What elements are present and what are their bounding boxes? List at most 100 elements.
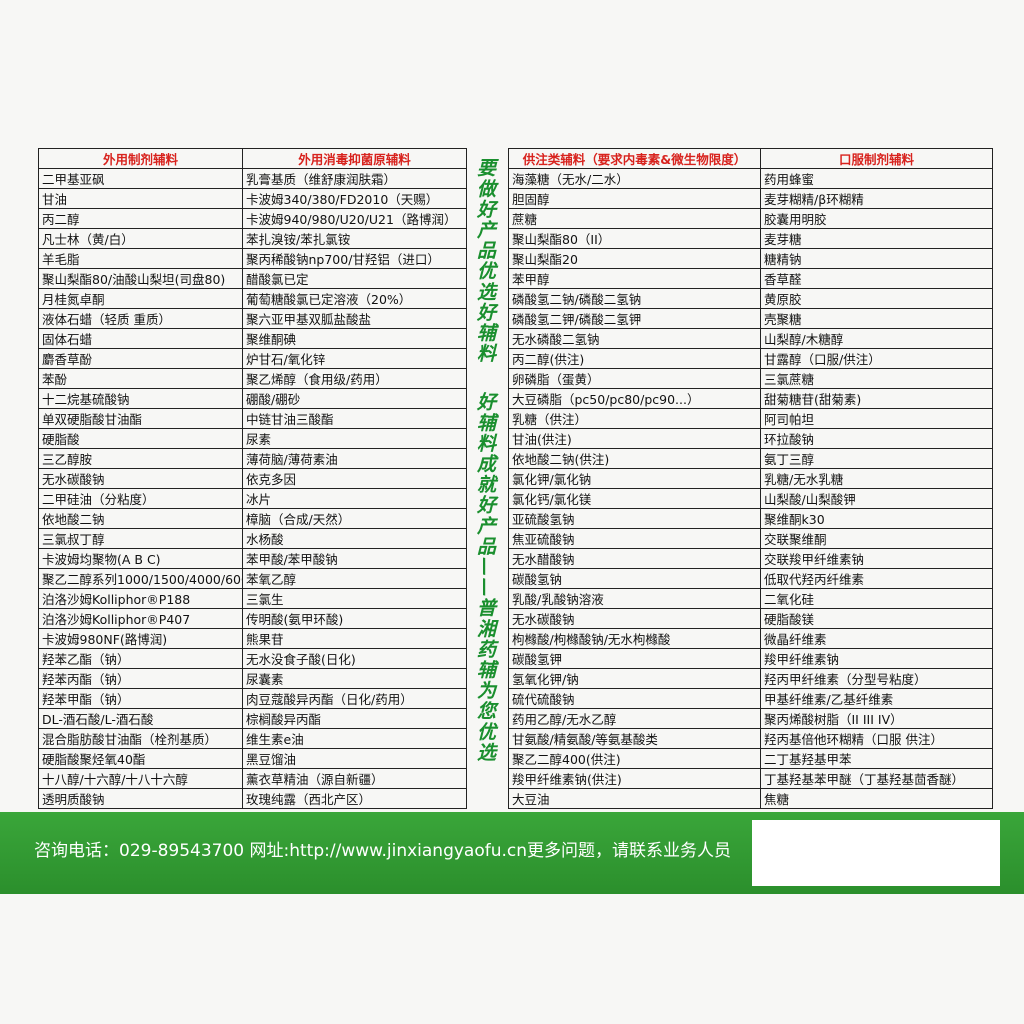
header-row: 供注类辅料（要求内毒素&微生物限度） 口服制剂辅料	[508, 148, 993, 169]
cell: 羟丙基倍他环糊精（口服 供注）	[760, 728, 993, 749]
cell: 无水碳酸钠	[508, 608, 761, 629]
cell: 氯化钾/氯化钠	[508, 468, 761, 489]
row: 硫代硫酸钠 甲基纤维素/乙基纤维素	[508, 688, 993, 709]
cell: 硬脂酸	[38, 428, 243, 449]
cell: 樟脑（合成/天然）	[242, 508, 467, 529]
cell: 聚山梨酯80（II）	[508, 228, 761, 249]
cell: 磷酸氢二钠/磷酸二氢钠	[508, 288, 761, 309]
row: 药用乙醇/无水乙醇 聚丙烯酸树脂（II III IV）	[508, 708, 993, 729]
cell: 依克多因	[242, 468, 467, 489]
cell: 焦糖	[760, 788, 993, 809]
cell: 醋酸氯已定	[242, 268, 467, 289]
cell: 二氧化硅	[760, 588, 993, 609]
blank-box	[752, 820, 1000, 886]
cell: 葡萄糖酸氯已定溶液（20%）	[242, 288, 467, 309]
row: 羊毛脂 聚丙稀酸钠np700/甘羟铝（进口）	[38, 248, 467, 269]
cell: 三乙醇胺	[38, 448, 243, 469]
cell: 卡波姆980NF(路博润)	[38, 628, 243, 649]
cell: 焦亚硫酸钠	[508, 528, 761, 549]
row: 泊洛沙姆Kolliphor®P188 三氯生	[38, 588, 467, 609]
cell: 苯扎溴铵/苯扎氯铵	[242, 228, 467, 249]
cell: 氢氧化钾/钠	[508, 668, 761, 689]
cell: 二甲硅油（分粘度）	[38, 488, 243, 509]
slogan: 好辅料成就好产品——普湘药辅为您优选	[474, 392, 496, 763]
cell: 黄原胶	[760, 288, 993, 309]
cell: 炉甘石/氧化锌	[242, 348, 467, 369]
cell: 十二烷基硫酸钠	[38, 388, 243, 409]
row: 乳糖（供注） 阿司帕坦	[508, 408, 993, 429]
cell: 中链甘油三酸酯	[242, 408, 467, 429]
cell: 玫瑰纯露（西北产区）	[242, 788, 467, 809]
cell: 肉豆蔻酸异丙酯（日化/药用）	[242, 688, 467, 709]
cell: 甘油(供注)	[508, 428, 761, 449]
cell: 卵磷脂（蛋黄）	[508, 368, 761, 389]
row: 二甲基亚砜 乳膏基质（维舒康润肤霜）	[38, 168, 467, 189]
cell: 氨丁三醇	[760, 448, 993, 469]
cell: 氯化钙/氯化镁	[508, 488, 761, 509]
cell: 甘油	[38, 188, 243, 209]
cell: 黑豆馏油	[242, 748, 467, 769]
cell: 依地酸二钠(供注)	[508, 448, 761, 469]
cell: 交联聚维酮	[760, 528, 993, 549]
cell: 薰衣草精油（源自新疆）	[242, 768, 467, 789]
header-cell: 口服制剂辅料	[760, 148, 993, 169]
cell: 羟苯甲酯（钠）	[38, 688, 243, 709]
row: 海藻糖（无水/二水） 药用蜂蜜	[508, 168, 993, 189]
row: 氯化钾/氯化钠 乳糖/无水乳糖	[508, 468, 993, 489]
cell: 泊洛沙姆Kolliphor®P188	[38, 588, 243, 609]
cell: 十八醇/十六醇/十八十六醇	[38, 768, 243, 789]
cell: 硬脂酸镁	[760, 608, 993, 629]
cell: 聚乙二醇400(供注)	[508, 748, 761, 769]
row: 氢氧化钾/钠 羟丙甲纤维素（分型号粘度）	[508, 668, 993, 689]
slogan: 要做好产品优选好辅料	[474, 158, 496, 364]
row: 丙二醇(供注) 甘露醇（口服/供注）	[508, 348, 993, 369]
cell: 无水碳酸钠	[38, 468, 243, 489]
cell: 聚六亚甲基双胍盐酸盐	[242, 308, 467, 329]
cell: 羧甲纤维素钠	[760, 648, 993, 669]
cell: 棕榈酸异丙酯	[242, 708, 467, 729]
row: 焦亚硫酸钠 交联聚维酮	[508, 528, 993, 549]
row: 蔗糖 胶囊用明胶	[508, 208, 993, 229]
cell: 羟苯乙酯（钠）	[38, 648, 243, 669]
cell: 羟丙甲纤维素（分型号粘度）	[760, 668, 993, 689]
cell: 碳酸氢钠	[508, 568, 761, 589]
cell: 薄荷脑/薄荷素油	[242, 448, 467, 469]
cell: 甘露醇（口服/供注）	[760, 348, 993, 369]
row: 无水醋酸钠 交联羧甲纤维素钠	[508, 548, 993, 569]
cell: 蔗糖	[508, 208, 761, 229]
row: 磷酸氢二钾/磷酸二氢钾 壳聚糖	[508, 308, 993, 329]
cell: 丙二醇	[38, 208, 243, 229]
row: 丙二醇 卡波姆940/980/U20/U21（路博润）	[38, 208, 467, 229]
row: 硬脂酸聚烃氧40酯 黑豆馏油	[38, 748, 467, 769]
header-row: 外用制剂辅料 外用消毒抑菌原辅料	[38, 148, 467, 169]
cell: 硼酸/硼砂	[242, 388, 467, 409]
row: 聚山梨酯80（II） 麦芽糖	[508, 228, 993, 249]
cell: 胆固醇	[508, 188, 761, 209]
cell: 硫代硫酸钠	[508, 688, 761, 709]
row: 苯酚 聚乙烯醇（食用级/药用）	[38, 368, 467, 389]
cell: 二甲基亚砜	[38, 168, 243, 189]
cell: 甲基纤维素/乙基纤维素	[760, 688, 993, 709]
cell: 胶囊用明胶	[760, 208, 993, 229]
row: 苯甲醇 香草醛	[508, 268, 993, 289]
header-cell: 外用消毒抑菌原辅料	[242, 148, 467, 169]
cell: 亚硫酸氢钠	[508, 508, 761, 529]
row: 羟苯甲酯（钠） 肉豆蔻酸异丙酯（日化/药用）	[38, 688, 467, 709]
row: 羟苯丙酯（钠） 尿囊素	[38, 668, 467, 689]
cell: 依地酸二钠	[38, 508, 243, 529]
cell: 混合脂肪酸甘油酯（栓剂基质）	[38, 728, 243, 749]
cell: 甘氨酸/精氨酸/等氨基酸类	[508, 728, 761, 749]
cell: 聚维酮k30	[760, 508, 993, 529]
header-cell: 供注类辅料（要求内毒素&微生物限度）	[508, 148, 761, 169]
row: 透明质酸钠 玫瑰纯露（西北产区）	[38, 788, 467, 809]
row: 羟苯乙酯（钠） 无水没食子酸(日化)	[38, 648, 467, 669]
row: 大豆磷脂（pc50/pc80/pc90...） 甜菊糖苷(甜菊素)	[508, 388, 993, 409]
row: 卵磷脂（蛋黄） 三氯蔗糖	[508, 368, 993, 389]
cell: 糖精钠	[760, 248, 993, 269]
row: 三乙醇胺 薄荷脑/薄荷素油	[38, 448, 467, 469]
cell: 透明质酸钠	[38, 788, 243, 809]
cell: 羊毛脂	[38, 248, 243, 269]
row: 聚乙二醇系列1000/1500/4000/6000...苯氧乙醇	[38, 568, 467, 589]
cell: 麦芽糖	[760, 228, 993, 249]
